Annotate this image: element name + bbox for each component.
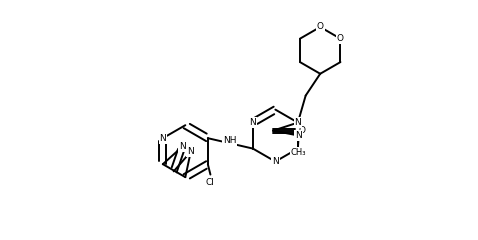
Text: O: O (337, 34, 344, 43)
Text: N: N (160, 134, 166, 143)
Text: Cl: Cl (206, 178, 215, 187)
Text: NH: NH (223, 136, 236, 145)
Text: CH₃: CH₃ (291, 148, 306, 157)
Text: N: N (272, 157, 279, 166)
Text: N: N (187, 147, 194, 156)
Text: N: N (179, 142, 185, 151)
Text: O: O (317, 23, 324, 31)
Text: O: O (298, 126, 305, 135)
Text: N: N (294, 118, 301, 127)
Text: N: N (250, 118, 256, 127)
Text: N: N (295, 131, 302, 140)
